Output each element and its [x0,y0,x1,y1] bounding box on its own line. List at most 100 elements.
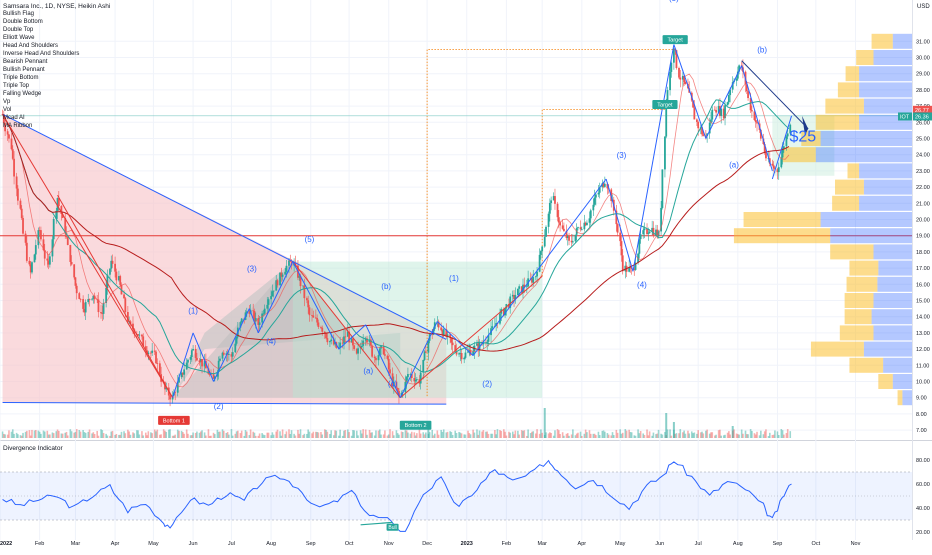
candle-body [628,267,631,272]
volume-bar [552,435,555,438]
candle-body [648,231,651,234]
volume-bar [541,432,543,438]
volume-bar [109,435,111,438]
volume-spike [672,422,675,438]
volume-bar [198,432,201,438]
candle-body [750,110,753,112]
candle-body [316,317,319,323]
legend-item[interactable]: Double Top [3,27,34,33]
volume-bar [520,430,523,438]
legend-item[interactable]: Falling Wedge [3,91,42,97]
candle-body [541,246,544,252]
volume-bar [267,432,270,438]
time-axis-label: Jun [189,541,198,547]
volume-bar [205,435,207,438]
candle-body [190,350,193,358]
volume-bar [643,434,646,438]
candle-body [279,272,281,286]
candle-body [102,302,105,314]
volume-bar [508,431,510,438]
candle-body [621,255,624,272]
legend-item[interactable]: Mcad AI [3,115,25,121]
volume-bar [252,431,254,438]
volume-bar [330,430,332,438]
volume-bar [380,434,382,438]
price-tick-label: 9.00 [916,396,927,402]
legend-item[interactable]: Inverse Head And Shoulders [3,51,80,57]
legend-item[interactable]: Triple Bottom [3,75,39,81]
legend-item[interactable]: Double Bottom [3,19,43,25]
legend-item[interactable]: Vp [3,99,11,105]
volume-bar [423,434,426,438]
volume-bar [6,434,9,438]
legend-item[interactable]: Bullish Pennant [3,67,45,73]
volume-bar [290,430,293,438]
price-tick-label: 25.00 [916,137,930,143]
volume-bar [382,434,385,438]
oscillator-line [2,459,792,532]
trend-line [365,324,401,398]
volume-bar [123,431,125,438]
candle-body [334,342,336,345]
candle-body [311,315,313,316]
volume-bar [705,430,707,438]
legend-item[interactable]: Bullish Flag [3,11,35,17]
candle-body [701,127,703,135]
volume-bar [201,430,203,438]
volume-bar [726,432,729,438]
volume-bar [629,431,632,438]
volume-bar [42,430,45,438]
legend-item[interactable]: Triple Top [3,83,30,89]
candle-body [198,360,201,363]
candle-body [317,322,320,327]
volume-bar [370,432,372,438]
time-axis-label: Aug [266,541,276,547]
candle-body [647,233,650,235]
legend-item[interactable]: Head And Shoulders [3,43,59,49]
volume-bar [343,430,345,438]
candle-body [29,264,32,273]
volume-bar [82,430,84,438]
candle-body [726,102,729,106]
volume-bar [753,433,756,438]
time-axis-label: Apr [578,541,587,547]
trend-line [2,113,447,340]
volume-bar [642,433,645,438]
wave-label: (2) [214,402,224,411]
volume-bar [783,434,785,438]
candle-body [422,359,425,373]
volume-profile-down [839,325,874,341]
candle-body [176,382,179,393]
candle-body [643,228,646,231]
volume-bar [307,429,309,438]
volume-bar [4,434,6,438]
volume-bar [28,430,31,438]
candle-body [55,210,58,219]
volume-profile-up [873,293,912,308]
volume-profile-down [849,357,884,373]
candle-body [276,280,279,286]
volume-bar [133,433,136,438]
volume-bar [368,429,371,438]
candle-body [651,227,654,232]
volume-spike [665,413,668,438]
legend-item[interactable]: Elliott Wave [3,35,35,41]
candle-body [267,299,270,305]
volume-bar [584,429,587,438]
legend-item[interactable]: Vol [3,107,12,113]
volume-profile-down [743,212,821,227]
volume-bar [366,434,368,438]
candle-body [437,321,440,328]
volume-bar [450,431,453,438]
candle-body [540,251,542,255]
candle-body [620,241,623,256]
legend-item[interactable]: MA Ribbon [3,123,33,129]
target-zone [292,261,543,398]
volume-bar [192,432,194,438]
candle-body [486,341,489,343]
legend-item[interactable]: Bearish Pennant [3,59,48,65]
candle-body [589,210,592,219]
candle-body [66,236,69,245]
volume-bar [217,431,220,438]
